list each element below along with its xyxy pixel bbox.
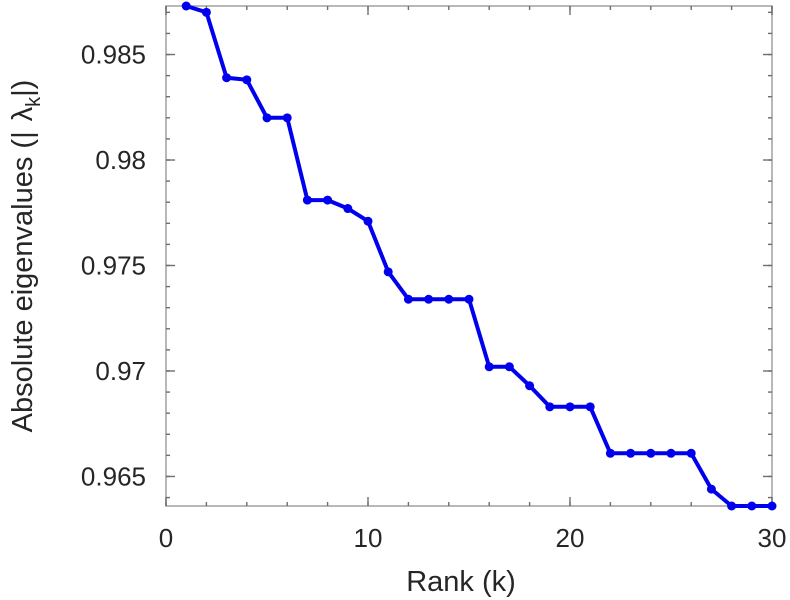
x-tick-label: 10	[354, 523, 383, 553]
axes	[165, 5, 773, 507]
data-point	[646, 448, 656, 458]
data-point	[262, 113, 272, 123]
data-point	[424, 294, 434, 304]
data-point	[727, 501, 737, 511]
y-tick-label: 0.965	[81, 461, 146, 491]
y-tick-label: 0.98	[95, 145, 146, 175]
series-layer	[181, 1, 777, 511]
x-axis-title: Rank (k)	[406, 566, 516, 598]
data-point	[323, 195, 333, 205]
data-point	[242, 75, 252, 85]
data-point	[747, 501, 757, 511]
data-point	[686, 448, 696, 458]
data-point	[201, 7, 211, 17]
data-point	[605, 448, 615, 458]
data-point	[302, 195, 312, 205]
data-point	[585, 402, 595, 412]
y-axis-title-subscript: k	[23, 96, 45, 107]
data-point	[484, 362, 494, 372]
data-point	[545, 402, 555, 412]
data-point	[403, 294, 413, 304]
y-tick-label: 0.985	[81, 40, 146, 70]
data-point	[363, 216, 373, 226]
y-tick-label: 0.97	[95, 356, 146, 386]
x-tick-label: 0	[159, 523, 173, 553]
data-point	[666, 448, 676, 458]
data-point	[222, 73, 232, 83]
x-tick-label: 30	[758, 523, 787, 553]
y-axis-title: Absolute eigenvalues (| λk|)	[7, 80, 45, 433]
data-point	[767, 501, 777, 511]
data-point	[343, 204, 353, 214]
data-point	[504, 362, 514, 372]
y-axis-title-prefix: Absolute eigenvalues (|	[7, 131, 39, 432]
data-point	[383, 267, 393, 277]
data-point	[706, 484, 716, 494]
data-point	[282, 113, 292, 123]
x-tick-label: 20	[556, 523, 585, 553]
y-axis-ticks: 0.965 0.97 0.975 0.98 0.985	[81, 11, 772, 499]
data-point	[181, 1, 191, 11]
data-point	[565, 402, 575, 412]
y-tick-label: 0.975	[81, 250, 146, 280]
series-line	[184, 4, 774, 508]
plot-frame	[165, 5, 773, 507]
y-axis-title-suffix: |)	[7, 80, 39, 97]
x-axis-ticks: 0 10 20 30	[159, 6, 787, 553]
data-point	[464, 294, 474, 304]
y-axis-title-symbol: λ	[7, 106, 39, 121]
data-point	[626, 448, 636, 458]
data-point	[525, 381, 535, 391]
data-point	[444, 294, 454, 304]
